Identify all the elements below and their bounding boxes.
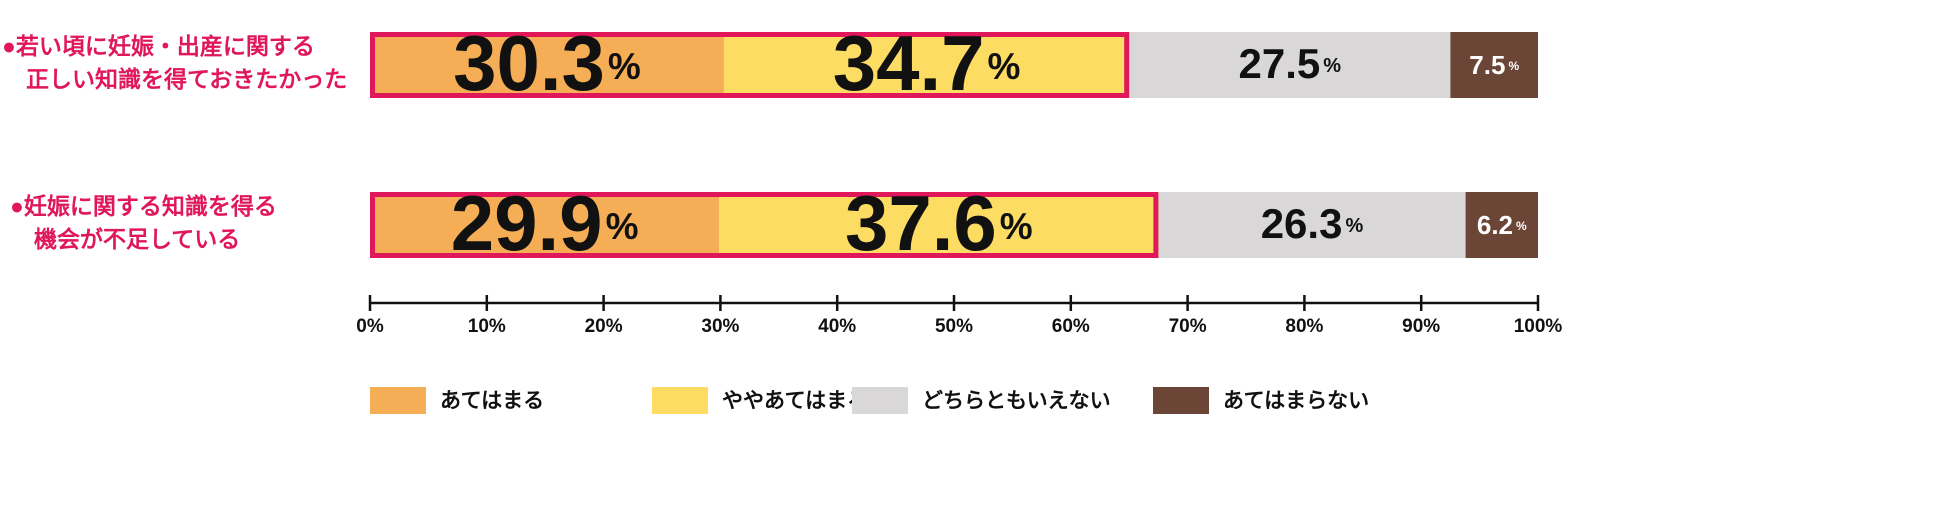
highlight-box <box>370 192 1159 258</box>
value-unit: % <box>1508 59 1519 73</box>
legend-swatch <box>1153 387 1209 414</box>
x-tick-label: 70% <box>1169 316 1207 337</box>
value-number: 37.6 <box>845 179 997 267</box>
bar-segment <box>719 192 1159 258</box>
bar-segment <box>723 32 1130 98</box>
x-tick-label: 0% <box>356 316 384 337</box>
value-number: 29.9 <box>451 179 603 267</box>
x-tick-label: 80% <box>1285 316 1323 337</box>
legend-label: どちらともいえない <box>922 390 1111 413</box>
category-label: ●若い頃に妊娠・出産に関する <box>2 33 315 59</box>
value-number: 7.5 <box>1469 50 1505 80</box>
value-number: 30.3 <box>453 19 605 107</box>
value-label: 34.7% <box>833 19 1021 107</box>
value-label: 30.3% <box>453 19 641 107</box>
legend-label: ややあてはまる <box>722 390 868 413</box>
x-tick-label: 50% <box>935 316 973 337</box>
value-unit: % <box>1345 215 1363 237</box>
value-number: 34.7 <box>833 19 985 107</box>
value-number: 27.5 <box>1239 40 1321 87</box>
category-label: ●妊娠に関する知識を得る <box>10 193 277 219</box>
value-unit: % <box>988 46 1021 87</box>
category-label: 機会が不足している <box>34 226 240 252</box>
value-unit: % <box>608 46 641 87</box>
bar-segment <box>1465 192 1538 258</box>
x-tick-label: 10% <box>468 316 506 337</box>
value-label: 7.5% <box>1469 50 1519 80</box>
x-tick-label: 100% <box>1514 316 1563 337</box>
value-label: 27.5% <box>1239 40 1342 87</box>
legend-swatch <box>652 387 708 414</box>
x-tick-label: 90% <box>1402 316 1440 337</box>
legend-label: あてはまる <box>440 390 544 413</box>
x-tick-label: 20% <box>585 316 623 337</box>
value-number: 26.3 <box>1261 200 1343 247</box>
legend-swatch <box>370 387 426 414</box>
legend-label: あてはまらない <box>1223 390 1369 413</box>
value-label: 6.2% <box>1477 210 1527 240</box>
x-tick-label: 60% <box>1052 316 1090 337</box>
value-unit: % <box>1000 206 1033 247</box>
value-number: 6.2 <box>1477 210 1513 240</box>
bar-segment <box>1158 192 1466 258</box>
bar-segment <box>1129 32 1451 98</box>
legend-swatch <box>852 387 908 414</box>
x-tick-label: 30% <box>701 316 739 337</box>
value-label: 29.9% <box>451 179 639 267</box>
category-label: 正しい知識を得ておきたかった <box>26 66 347 92</box>
bar-segment <box>370 192 720 258</box>
highlight-box <box>370 32 1130 98</box>
value-label: 37.6% <box>845 179 1033 267</box>
value-unit: % <box>1323 55 1341 77</box>
bar-segment <box>1450 32 1538 98</box>
value-unit: % <box>606 206 639 247</box>
x-tick-label: 40% <box>818 316 856 337</box>
bar-segment <box>370 32 724 98</box>
value-label: 26.3% <box>1261 200 1364 247</box>
value-unit: % <box>1516 219 1527 233</box>
